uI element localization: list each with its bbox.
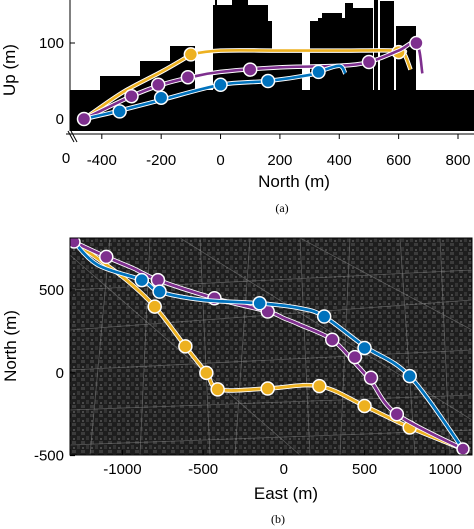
street-3 bbox=[70, 394, 472, 411]
panel-a-ytick-label-1: 100 bbox=[39, 35, 64, 52]
panel-a-xtick-label-0: -400 bbox=[87, 152, 117, 169]
panel-b-axes: -500 0 500 -1000 -500 0 500 1000 bbox=[34, 282, 462, 478]
panel-a-marker-0-0 bbox=[183, 47, 199, 62]
panel-b-ytick-label-1: 0 bbox=[56, 365, 64, 382]
street-15 bbox=[299, 238, 472, 331]
tower-block-2 bbox=[351, 8, 373, 131]
street-7 bbox=[199, 238, 211, 455]
panel-a-xtick-label-2: 0 bbox=[216, 152, 224, 169]
panel-a-marker-2-4 bbox=[311, 64, 326, 80]
street-8 bbox=[234, 238, 251, 455]
panel-b-marker-0-5 bbox=[312, 378, 327, 394]
street-9 bbox=[299, 238, 311, 455]
panel-a-ylabel: Up (m) bbox=[0, 44, 19, 96]
panel-a-marker-2-3 bbox=[260, 73, 276, 89]
panel-a-xtick-label-3: 200 bbox=[267, 152, 292, 169]
panel-a-ytick-label-0: 0 bbox=[56, 111, 64, 128]
panel-b-ylabel: North (m) bbox=[1, 310, 20, 382]
panel-b-marker-1-0 bbox=[99, 249, 114, 265]
panel-a-marker-2-2 bbox=[213, 77, 228, 93]
panel-b-plot: -500 0 500 -1000 -500 0 500 1000 East (m) North… bbox=[1, 237, 473, 526]
panel-b-marker-2-5 bbox=[402, 368, 417, 384]
panel-b-marker-2-0 bbox=[134, 272, 150, 288]
panel-b-xtick-label-2: 0 bbox=[280, 461, 288, 478]
panel-b-marker-0-2 bbox=[199, 365, 214, 381]
panel-b-start-marker bbox=[70, 238, 81, 249]
street-10 bbox=[339, 238, 351, 455]
panel-a-xtick-label-4: 400 bbox=[327, 152, 352, 169]
panel-b-marker-2-2 bbox=[252, 296, 267, 311]
panel-a-marker-1-5 bbox=[409, 35, 424, 51]
panel-a-caption: (a) bbox=[275, 201, 288, 215]
panel-b-marker-2-1 bbox=[152, 284, 167, 299]
panel-a-marker-1-2 bbox=[180, 69, 196, 85]
panel-b-xtick-label-0: -1000 bbox=[103, 461, 141, 478]
street-13 bbox=[70, 254, 301, 455]
panel-b-marker-1-6 bbox=[363, 370, 379, 386]
panel-b-ytick-label-0: -500 bbox=[34, 448, 64, 465]
building-3 bbox=[272, 51, 302, 131]
panel-a-marker-1-0 bbox=[124, 88, 139, 104]
panel-b-marker-1-7 bbox=[389, 406, 405, 422]
panel-b-series bbox=[70, 238, 470, 455]
panel-b-ytick-label-2: 500 bbox=[39, 282, 64, 299]
panel-b-end-marker bbox=[456, 442, 470, 455]
panel-b-caption: (b) bbox=[271, 512, 285, 526]
panel-b-marker-0-3 bbox=[210, 382, 225, 397]
street-5 bbox=[89, 238, 111, 455]
panel-b-xtick-label-4: 1000 bbox=[429, 461, 462, 478]
panel-b-marker-1-5 bbox=[347, 349, 363, 365]
street-12 bbox=[439, 238, 451, 455]
panel-a-axis-corner-2 bbox=[70, 130, 78, 143]
building-9 bbox=[380, 1, 394, 131]
panel-b-marker-2-3 bbox=[316, 309, 332, 324]
panel-a-xtick-label-6: 800 bbox=[445, 152, 470, 169]
street-2 bbox=[70, 349, 472, 371]
panel-b-marker-2-4 bbox=[357, 340, 372, 356]
panel-b-xtick-label-1: -500 bbox=[188, 461, 218, 478]
panel-b-marker-1-4 bbox=[325, 332, 340, 347]
panel-b-marker-0-6 bbox=[357, 398, 372, 414]
panel-b-marker-0-4 bbox=[260, 381, 275, 396]
panel-a-xtick-label-5: 600 bbox=[386, 152, 411, 169]
panel-b-marker-0-0 bbox=[147, 299, 162, 314]
panel-a-plot: 0 100 -400 -200 0 200 400 600 800 0 North (m) Up … bbox=[0, 0, 474, 215]
panel-b-marker-0-1 bbox=[178, 339, 193, 354]
panel-a-extra-tick-label: 0 bbox=[62, 150, 70, 167]
panel-a-xtick-label-1: -200 bbox=[146, 152, 176, 169]
panel-a-marker-1-4 bbox=[361, 54, 377, 70]
panel-a-series bbox=[76, 35, 425, 127]
building-8 bbox=[374, 0, 378, 131]
panel-a-marker-2-0 bbox=[112, 104, 127, 119]
panel-a-marker-2-1 bbox=[153, 90, 169, 105]
panel-a-axis-corner bbox=[67, 130, 75, 143]
street-11 bbox=[399, 238, 416, 455]
panel-b-xtick-label-3: 500 bbox=[352, 461, 377, 478]
panel-b-xlabel: East (m) bbox=[254, 484, 318, 503]
panel-a-axes: 0 100 -400 -200 0 200 400 600 800 0 bbox=[39, 0, 474, 169]
panel-a-marker-1-1 bbox=[150, 77, 166, 93]
panel-a-marker-1-3 bbox=[242, 62, 258, 77]
panel-a-xlabel: North (m) bbox=[258, 172, 330, 191]
panel-a-start-marker bbox=[76, 111, 92, 127]
panel-b-frame bbox=[69, 237, 473, 456]
